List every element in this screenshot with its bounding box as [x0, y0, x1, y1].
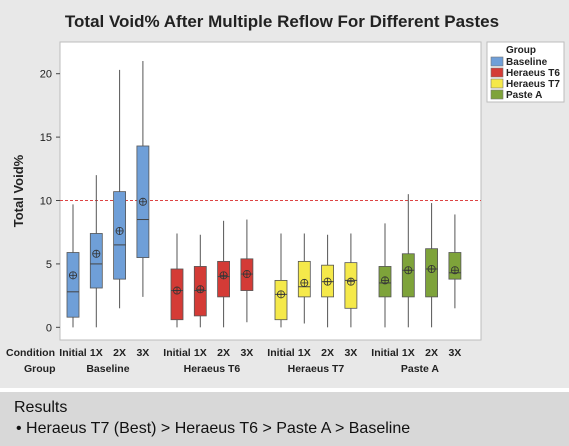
legend-title: Group: [506, 45, 536, 56]
box-heraeus-t7-3x: [344, 233, 358, 328]
legend-label: Baseline: [506, 57, 548, 68]
box-paste-a-3x: [448, 214, 462, 309]
group-label: Heraeus T6: [184, 363, 241, 375]
box-iqr: [274, 279, 288, 321]
condition-label: 3X: [136, 347, 149, 359]
condition-label: 1X: [194, 347, 207, 359]
chart-title: Total Void% After Multiple Reflow For Di…: [65, 12, 499, 31]
y-tick-label: 20: [40, 69, 52, 81]
y-tick-label: 5: [46, 259, 52, 271]
condition-label: Initial: [267, 347, 295, 359]
condition-label: 3X: [344, 347, 357, 359]
condition-label: Initial: [59, 347, 87, 359]
y-tick-label: 10: [40, 196, 52, 208]
box-heraeus-t7-initial: [274, 233, 288, 328]
box-baseline-2x: [113, 69, 126, 309]
condition-label: 2X: [217, 347, 230, 359]
box-iqr: [401, 253, 415, 298]
box-iqr: [66, 252, 80, 318]
legend-swatch: [490, 56, 504, 67]
legend-swatch: [490, 67, 504, 78]
box-heraeus-t6-3x: [240, 219, 254, 323]
condition-label: 1X: [298, 347, 311, 359]
box-heraeus-t7-1x: [297, 233, 311, 324]
group-label: Heraeus T7: [288, 363, 345, 375]
y-axis-label: Total Void%: [11, 154, 26, 227]
legend-swatch: [490, 78, 504, 89]
legend-swatch: [490, 89, 504, 100]
box-iqr: [113, 191, 126, 280]
results-panel: Results • Heraeus T7 (Best) > Heraeus T6…: [0, 392, 569, 446]
condition-label: 3X: [448, 347, 461, 359]
box-heraeus-t6-initial: [170, 233, 184, 328]
plot-area: [59, 41, 482, 341]
box-heraeus-t6-1x: [193, 234, 207, 328]
condition-label: Initial: [371, 347, 399, 359]
condition-label: 1X: [402, 347, 415, 359]
group-label: Baseline: [86, 363, 129, 375]
box-paste-a-1x: [401, 194, 415, 328]
condition-label: Initial: [163, 347, 191, 359]
box-baseline-initial: [66, 204, 80, 328]
y-tick-label: 0: [46, 322, 52, 334]
box-baseline-3x: [136, 61, 150, 297]
box-iqr: [448, 252, 462, 280]
condition-label: 2X: [425, 347, 438, 359]
condition-label: 1X: [90, 347, 103, 359]
box-heraeus-t6-2x: [217, 220, 231, 328]
box-heraeus-t7-2x: [321, 234, 335, 328]
group-label: Paste A: [401, 363, 440, 375]
group-row-label: Group: [24, 363, 56, 375]
legend-label: Heraeus T6: [506, 68, 560, 79]
box-paste-a-2x: [425, 203, 439, 328]
legend-label: Heraeus T7: [506, 79, 560, 90]
condition-label: 2X: [321, 347, 334, 359]
condition-label: 3X: [240, 347, 253, 359]
condition-label: 2X: [113, 347, 126, 359]
box-baseline-1x: [89, 175, 103, 328]
boxplot-chart: Total Void% After Multiple Reflow For Di…: [6, 12, 565, 375]
y-tick-label: 15: [40, 132, 52, 144]
condition-row-label: Condition: [6, 347, 55, 359]
legend-label: Paste A: [506, 90, 542, 101]
results-bullet: • Heraeus T7 (Best) > Heraeus T6 > Paste…: [16, 420, 411, 437]
results-heading: Results: [14, 399, 68, 416]
chart-figure: Total Void% After Multiple Reflow For Di…: [0, 0, 569, 388]
box-paste-a-initial: [378, 223, 392, 328]
box-iqr: [89, 233, 103, 289]
